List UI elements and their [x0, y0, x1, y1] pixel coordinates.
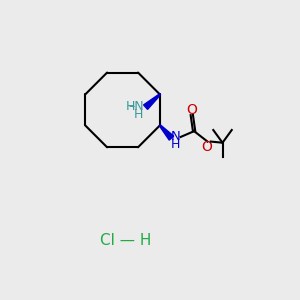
Text: N: N: [171, 130, 181, 143]
Polygon shape: [144, 94, 160, 110]
Text: –N: –N: [128, 100, 144, 112]
Text: O: O: [201, 140, 212, 154]
Text: H: H: [134, 108, 143, 121]
Text: H: H: [171, 138, 180, 151]
Text: Cl — H: Cl — H: [100, 233, 152, 248]
Text: H: H: [126, 100, 135, 112]
Text: O: O: [186, 103, 197, 117]
Polygon shape: [159, 125, 174, 140]
